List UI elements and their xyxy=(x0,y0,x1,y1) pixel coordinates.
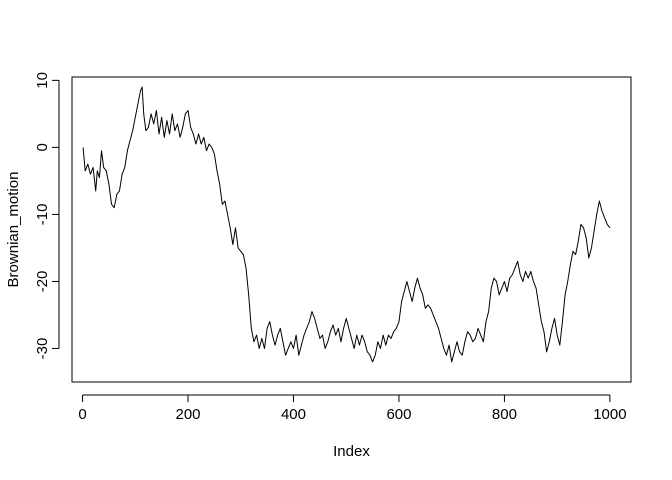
y-tick-label: -10 xyxy=(34,204,51,226)
x-tick-label: 400 xyxy=(281,406,306,423)
x-axis-title: Index xyxy=(333,443,370,460)
x-tick-label: 600 xyxy=(386,406,411,423)
x-tick-label: 800 xyxy=(492,406,517,423)
x-tick-label: 1000 xyxy=(593,406,626,423)
y-tick-label: -20 xyxy=(34,271,51,293)
plot-frame xyxy=(71,76,632,383)
series-line xyxy=(82,86,611,363)
y-axis-title: Brownian_motion xyxy=(5,172,22,288)
y-tick-label: -30 xyxy=(34,338,51,360)
y-tick-label: 0 xyxy=(34,143,51,151)
x-tick-label: 0 xyxy=(78,406,86,423)
axes: 0 200 400 600 800 1000 10 0 -10 -20 -30 xyxy=(34,72,627,423)
series-layer xyxy=(82,86,611,363)
x-tick-label: 200 xyxy=(176,406,201,423)
y-tick-label: 10 xyxy=(34,72,51,89)
